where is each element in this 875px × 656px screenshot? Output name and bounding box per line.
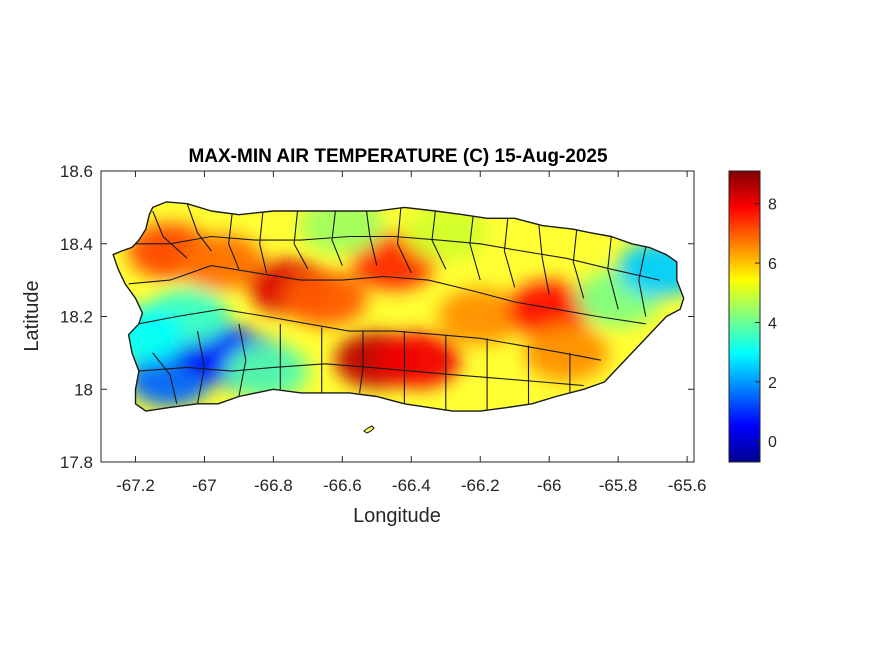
map-title: MAX-MIN AIR TEMPERATURE (C) 15-Aug-2025 (188, 146, 608, 167)
municipality-boundary (228, 214, 240, 270)
municipality-boundary (396, 207, 412, 274)
municipality-boundary (138, 363, 584, 387)
x-tick-label: -67.2 (116, 476, 155, 495)
y-tick-label: 18.2 (60, 308, 93, 327)
caja-de-muertos-island (363, 425, 375, 434)
island-outline (112, 201, 685, 412)
x-axis-label: Longitude (353, 505, 441, 527)
temperature-cell (438, 288, 523, 345)
y-tick-label: 18.4 (60, 235, 93, 254)
temperature-cell (524, 324, 609, 381)
municipality-boundary (135, 235, 660, 281)
municipality-boundary (431, 210, 447, 270)
municipality-boundaries (128, 203, 660, 412)
x-tick-label: -66 (537, 476, 562, 495)
colorbar (728, 170, 761, 463)
x-tick-label: -66.8 (254, 476, 293, 495)
municipality-boundary (259, 210, 268, 274)
municipality-boundary (607, 236, 619, 310)
temperature-cell (507, 281, 592, 338)
municipality-boundary (186, 203, 212, 252)
x-tick-label: -65.6 (668, 476, 707, 495)
municipality-boundary (503, 218, 516, 288)
x-tick-label: -66.4 (392, 476, 431, 495)
colorbar-ticks: 0 2 4 6 8 (755, 197, 777, 451)
temperature-cell (376, 332, 461, 389)
municipality-boundary (469, 214, 481, 281)
colorbar-tick-label: 6 (768, 256, 777, 273)
municipality-boundary (538, 225, 550, 295)
colorbar-tick-label: 2 (768, 375, 777, 392)
municipality-boundary (572, 229, 585, 299)
x-tick-label: -66.2 (461, 476, 500, 495)
municipality-boundary (359, 331, 364, 393)
temperature-cell (179, 233, 264, 290)
municipality-boundary (293, 210, 309, 270)
x-tick-label: -65.8 (599, 476, 638, 495)
x-tick-label: -66.6 (323, 476, 362, 495)
y-tick-label: 18.6 (60, 162, 93, 181)
municipality-boundary (196, 330, 205, 404)
municipality-boundary (152, 352, 178, 404)
municipality-boundary (331, 210, 343, 266)
colorbar-tick-label: 8 (768, 197, 777, 214)
colorbar-tick-label: 0 (768, 434, 777, 451)
x-axis: -67.2 -67 -66.8 -66.6 -66.4 -66.2 -66 -65.8 -65.… (116, 171, 706, 495)
x-tick-label: -67 (192, 476, 217, 495)
temperature-cell (283, 270, 368, 327)
y-axis: 17.8 18 18.2 18.4 18.6 (60, 162, 694, 472)
y-tick-label: 18 (74, 380, 93, 399)
temperature-cell (403, 204, 488, 261)
municipality-boundary (638, 247, 647, 317)
y-axis-label: Latitude (21, 280, 43, 351)
colorbar-tick-label: 4 (768, 315, 777, 332)
y-tick-label: 17.8 (60, 453, 93, 472)
municipality-boundary (238, 323, 247, 397)
municipality-boundary (128, 265, 646, 325)
municipality-boundary (152, 210, 188, 259)
